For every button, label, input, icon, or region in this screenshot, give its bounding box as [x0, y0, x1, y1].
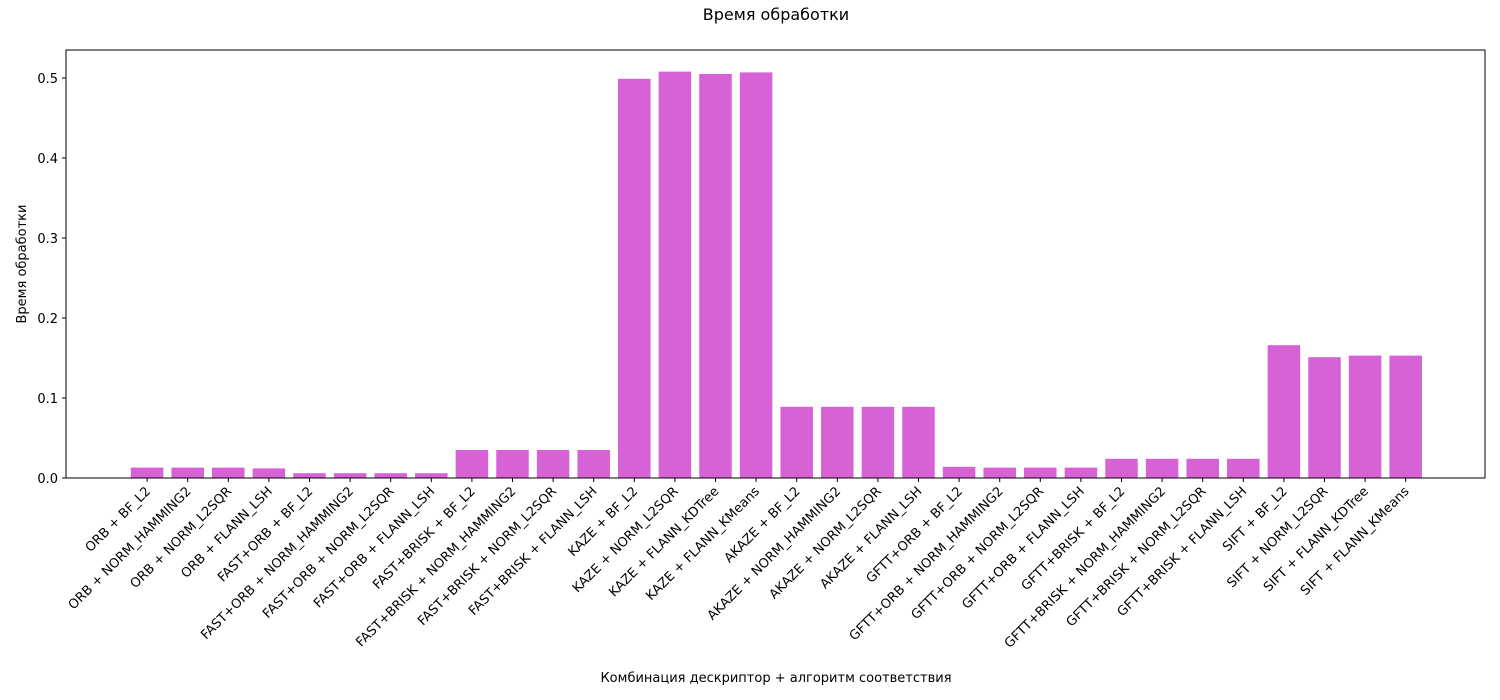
x-tick-label: FAST+ORB + NORM_HAMMING2	[198, 484, 357, 643]
bar	[252, 468, 286, 478]
bar	[739, 72, 773, 479]
y-tick-label: 0.3	[37, 232, 58, 247]
bar	[333, 473, 367, 478]
bar	[212, 467, 245, 478]
bar	[1308, 357, 1341, 478]
bar	[1227, 458, 1260, 478]
bar	[1105, 458, 1138, 478]
bar	[293, 473, 326, 478]
y-tick-label: 0.1	[37, 392, 58, 407]
bar	[1024, 467, 1057, 478]
x-tick-label: KAZE + BF_L2	[566, 484, 642, 560]
bar	[658, 71, 692, 478]
bar	[1348, 355, 1382, 478]
bar	[496, 450, 529, 478]
bar	[1267, 345, 1301, 478]
bars-group	[130, 71, 1422, 479]
y-tick-label: 0.5	[37, 72, 58, 87]
plot-frame	[65, 49, 1486, 479]
chart-title: Время обработки	[703, 5, 849, 24]
bar	[1064, 467, 1098, 478]
bar	[902, 406, 935, 478]
y-tick-label: 0.4	[37, 152, 58, 167]
y-axis-label: Время обработки	[15, 205, 30, 324]
bar	[699, 74, 732, 478]
x-axis-label: Комбинация дескриптор + алгоритм соответ…	[600, 671, 951, 686]
bar	[942, 466, 976, 478]
bar	[536, 450, 570, 478]
bar	[130, 467, 164, 478]
y-tick-label: 0.0	[37, 472, 58, 487]
bar	[415, 473, 448, 478]
y-tick-label: 0.2	[37, 312, 58, 327]
bar	[374, 473, 407, 478]
bar	[455, 450, 489, 478]
bar	[171, 467, 204, 478]
bar	[821, 406, 854, 478]
bar	[780, 406, 813, 478]
y-axis: 0.0 0.1 0.2 0.3 0.4 0.5	[37, 72, 66, 487]
bar	[618, 78, 651, 479]
bar	[1145, 458, 1179, 478]
bar	[1389, 355, 1422, 478]
bar	[1186, 458, 1219, 478]
bar	[861, 406, 895, 478]
bar	[983, 467, 1016, 478]
bar	[577, 450, 610, 478]
